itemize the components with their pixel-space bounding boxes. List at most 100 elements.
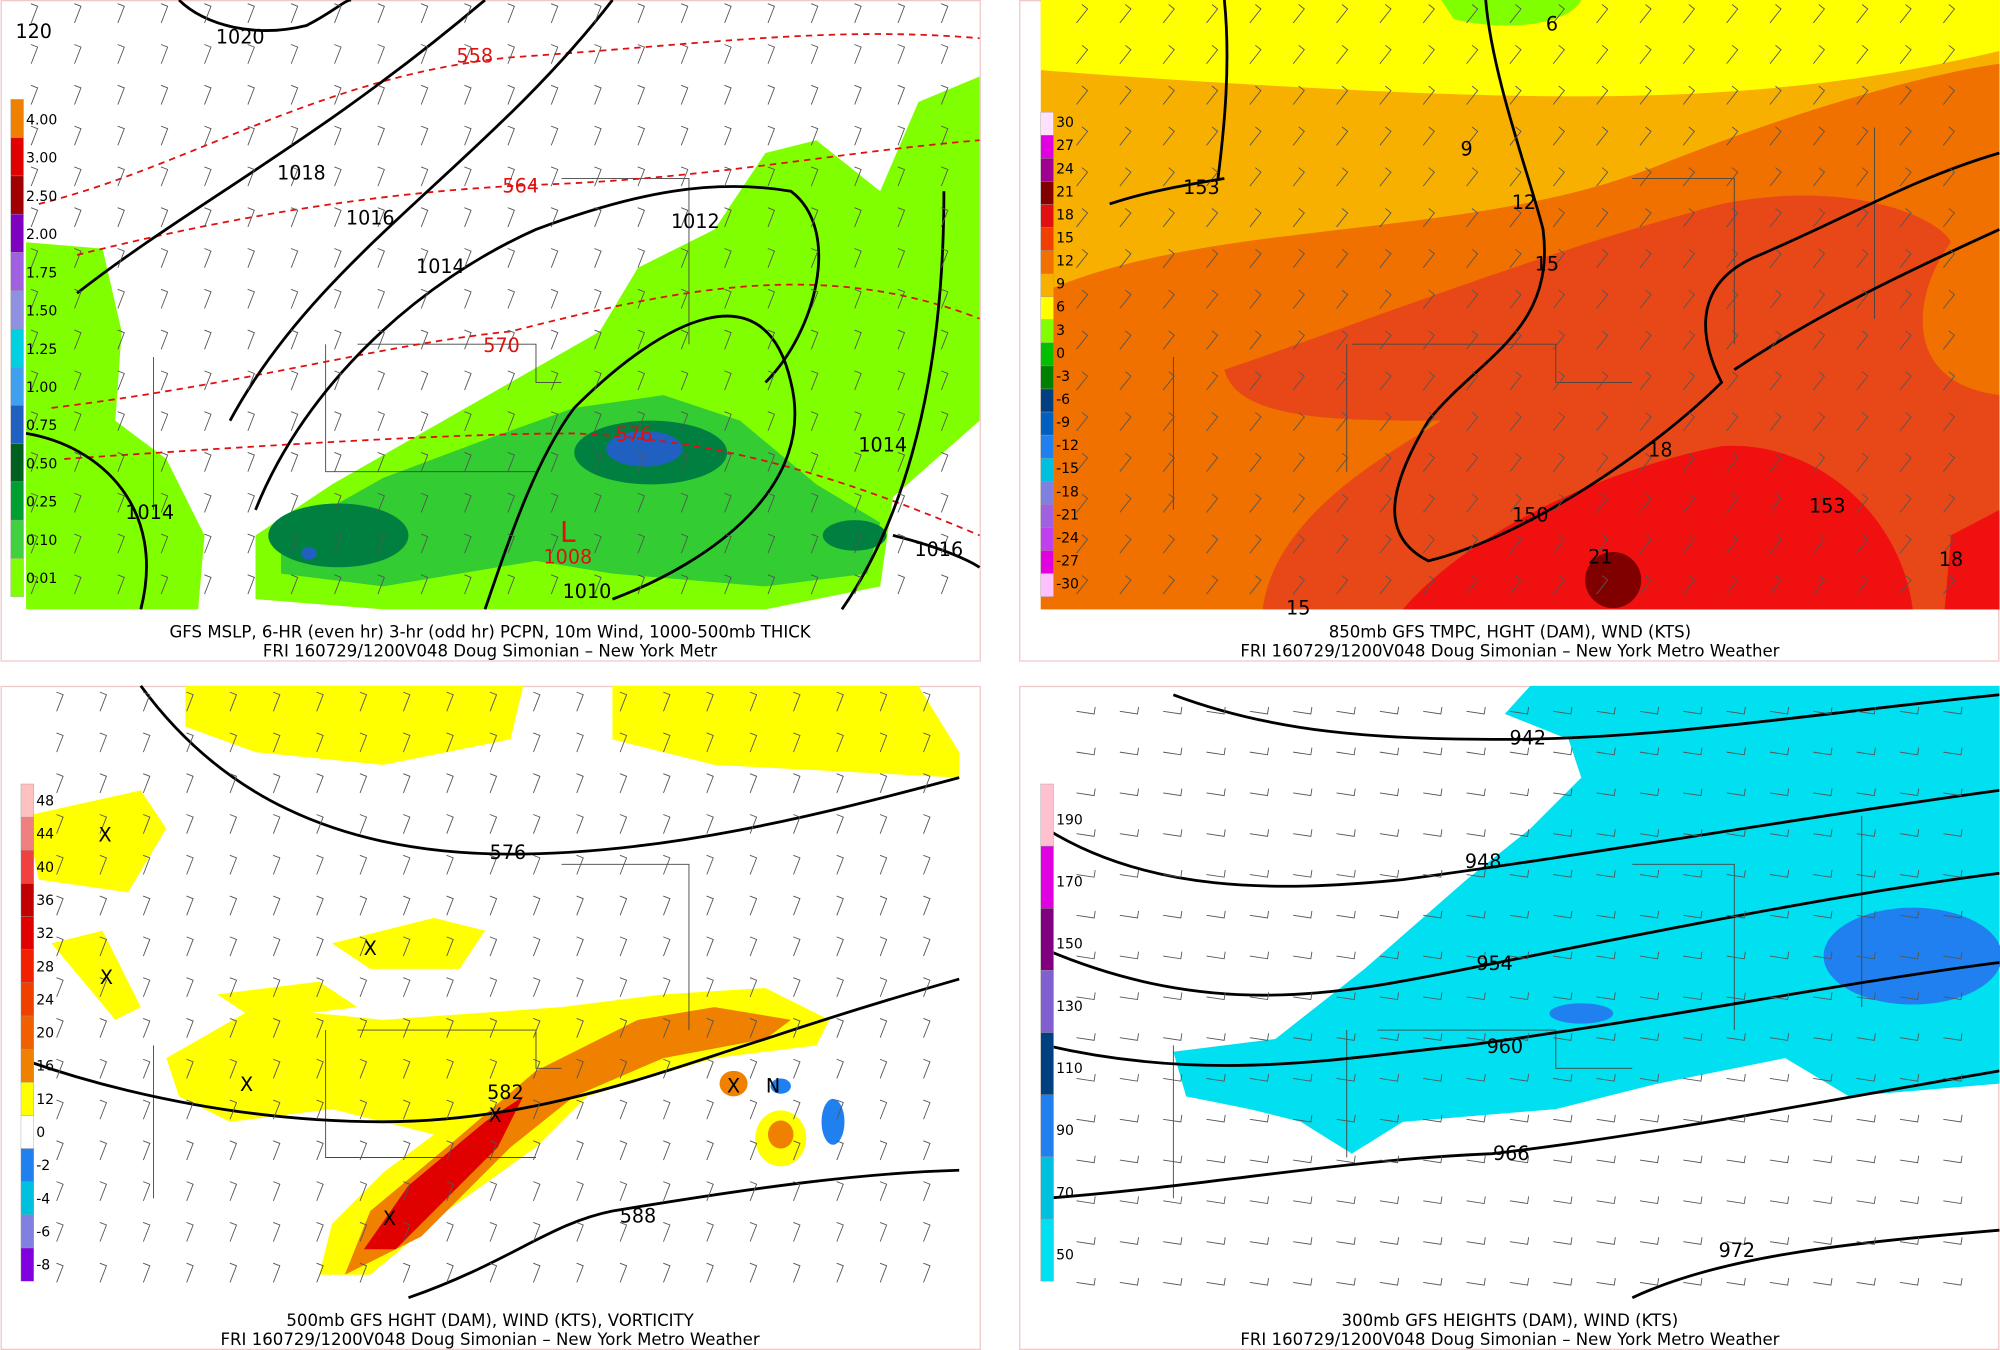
legend-swatch bbox=[10, 519, 24, 559]
contours bbox=[25, 685, 960, 1300]
wind-barb bbox=[1423, 1277, 1443, 1286]
wind-barb bbox=[290, 329, 299, 350]
wind-barb bbox=[749, 977, 758, 998]
wind-barb bbox=[793, 691, 801, 712]
wind-barb bbox=[507, 3, 515, 24]
wind-barb bbox=[247, 370, 255, 391]
wind-barb bbox=[879, 977, 888, 998]
wind-barb bbox=[1899, 289, 1912, 309]
wind-barb bbox=[1509, 1074, 1530, 1082]
wind-barb bbox=[334, 533, 342, 554]
wind-barb bbox=[940, 533, 949, 554]
wind-barb bbox=[1162, 412, 1175, 432]
wind-barb bbox=[1769, 412, 1782, 432]
wind-barb bbox=[1596, 44, 1609, 65]
wind-barb bbox=[1076, 4, 1089, 24]
wind-barb bbox=[30, 452, 39, 472]
wind-barb bbox=[334, 3, 342, 24]
wind-barb bbox=[749, 936, 758, 957]
legend-label: 130 bbox=[1056, 999, 1083, 1015]
wind-barb bbox=[204, 574, 212, 595]
wind-barb bbox=[464, 44, 472, 64]
wind-barb bbox=[1596, 167, 1609, 187]
wind-barb bbox=[680, 329, 689, 350]
legend-swatch bbox=[1040, 1156, 1054, 1220]
wind-barb bbox=[204, 3, 212, 24]
wind-barb bbox=[74, 125, 82, 146]
wind-barb bbox=[377, 288, 385, 309]
wind-barb bbox=[1942, 289, 1956, 309]
wind-barb bbox=[1119, 330, 1132, 350]
wind-barb bbox=[810, 533, 819, 554]
wind-barb bbox=[377, 329, 385, 350]
wind-barb bbox=[706, 936, 714, 957]
legend-swatch bbox=[1040, 550, 1054, 574]
wind-barb bbox=[706, 732, 714, 753]
legend-label: 24 bbox=[36, 992, 54, 1008]
wind-barb bbox=[1379, 330, 1392, 350]
wind-barb bbox=[1509, 870, 1530, 878]
wind-barb bbox=[533, 814, 541, 834]
wind-barb bbox=[1509, 412, 1522, 432]
wind-barb bbox=[446, 977, 454, 998]
legend-swatch bbox=[1040, 527, 1054, 551]
wind-barb bbox=[550, 125, 559, 146]
wind-barb bbox=[724, 574, 732, 595]
legend-label: -4 bbox=[36, 1191, 50, 1207]
wind-barb bbox=[290, 3, 299, 24]
wind-barb bbox=[1466, 575, 1479, 595]
wind-barb bbox=[1119, 747, 1139, 756]
wind-barb bbox=[663, 1140, 671, 1161]
wind-barb bbox=[637, 411, 646, 432]
wind-barb bbox=[1639, 452, 1652, 472]
wind-barb bbox=[1076, 44, 1089, 65]
wind-barb bbox=[724, 492, 732, 513]
wind-barb bbox=[1076, 992, 1096, 1001]
wind-barb bbox=[142, 1018, 151, 1038]
wind-barb bbox=[56, 1099, 64, 1120]
wind-barb bbox=[1596, 788, 1616, 797]
wind-barb bbox=[1509, 706, 1530, 715]
wind-barb bbox=[1076, 1237, 1096, 1245]
wind-barb bbox=[1466, 1155, 1486, 1164]
wind-barb bbox=[1119, 1114, 1139, 1123]
wind-barb bbox=[507, 207, 515, 228]
contour-label: 576 bbox=[490, 841, 526, 864]
wind-barb bbox=[1726, 126, 1739, 146]
wind-barb bbox=[619, 1058, 628, 1079]
wind-barb bbox=[1163, 747, 1183, 756]
wind-barb bbox=[1639, 412, 1652, 432]
wind-barb bbox=[1856, 747, 1876, 756]
wind-barb bbox=[1423, 910, 1443, 919]
wind-barb bbox=[247, 125, 255, 146]
contour-label: 576 bbox=[616, 423, 652, 446]
wind-barb bbox=[749, 691, 758, 712]
wind-barb bbox=[1206, 412, 1219, 432]
wind-barb bbox=[1076, 951, 1096, 960]
wind-barb bbox=[1553, 1033, 1573, 1041]
wind-barb bbox=[272, 854, 281, 875]
wind-barb bbox=[30, 411, 39, 432]
wind-barb bbox=[160, 288, 169, 309]
wind-barb bbox=[1119, 412, 1132, 432]
wind-barb bbox=[507, 411, 515, 432]
wind-barb bbox=[1812, 208, 1826, 228]
legend-swatch bbox=[1040, 250, 1054, 274]
wind-barb bbox=[142, 814, 151, 834]
contour-label: X bbox=[240, 1073, 253, 1096]
wind-barb bbox=[1683, 992, 1703, 1001]
wind-barb bbox=[1076, 1074, 1096, 1082]
wind-barb bbox=[1856, 493, 1869, 513]
wind-barb bbox=[836, 691, 844, 712]
wind-barb bbox=[1423, 1155, 1443, 1164]
wind-barb bbox=[272, 1262, 281, 1283]
wind-barb bbox=[767, 84, 776, 105]
wind-barb bbox=[1422, 452, 1435, 472]
wind-barb bbox=[446, 732, 454, 753]
wind-barb bbox=[1422, 493, 1435, 513]
wind-barb bbox=[724, 452, 732, 472]
wind-barb bbox=[836, 814, 844, 834]
wind-barb bbox=[1769, 1114, 1790, 1123]
wind-barb bbox=[1249, 575, 1262, 595]
wind-barb bbox=[1899, 208, 1912, 228]
